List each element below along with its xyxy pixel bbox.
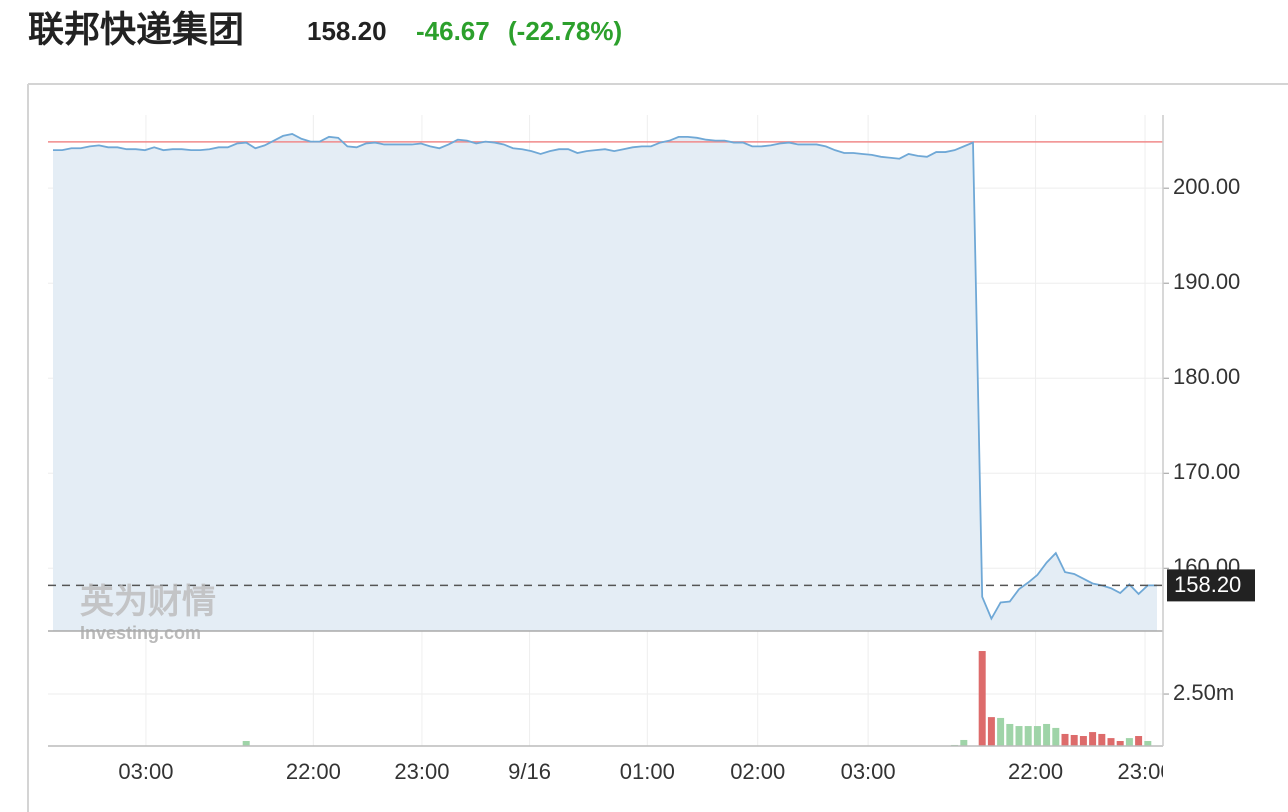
x-tick-label: 22:00 (286, 759, 341, 784)
y-tick-label: 170.00 (1173, 459, 1240, 484)
change-pct: (-22.78%) (508, 16, 622, 46)
x-tick-label: 03:00 (841, 759, 896, 784)
x-tick-label: 23:00 (394, 759, 449, 784)
volume-bar (997, 717, 1005, 746)
volume-bar (1043, 723, 1051, 746)
price-line (53, 133, 1157, 621)
volume-bar (1015, 726, 1023, 746)
volume-bar (1116, 741, 1124, 746)
y-tick-label: 200.00 (1173, 174, 1240, 199)
watermark: 英为财情 (80, 583, 216, 621)
last-price-label: 158.20 (1174, 572, 1241, 597)
volume-bar (242, 741, 250, 746)
area (53, 134, 1157, 631)
watermark: Investing.com (80, 623, 201, 643)
x-tick-label: 02:00 (730, 759, 785, 784)
volume-bar (1144, 741, 1152, 746)
volume-bar (978, 651, 986, 746)
volume-bar (1135, 736, 1143, 746)
volume-bar (1006, 723, 1014, 746)
volume-bar (1098, 733, 1106, 746)
volume-bar (987, 717, 995, 746)
volume-bar (1033, 726, 1041, 746)
volume-bar (1052, 727, 1060, 746)
last-price-box (1167, 569, 1255, 602)
volume-bar (1061, 733, 1069, 746)
price: 158.20 (307, 16, 387, 46)
x-tick-label: 22:00 (1008, 759, 1063, 784)
x-tick-label: 03:00 (118, 759, 173, 784)
x-tick-label: 9/16 (508, 759, 551, 784)
volume-bar (1107, 738, 1115, 746)
volume-bar (1089, 732, 1097, 746)
y-tick-label: 2.50m (1173, 680, 1234, 705)
change: -46.67 (416, 16, 490, 46)
volume-bar (1024, 726, 1032, 746)
x-tick-label: 01:00 (620, 759, 675, 784)
stock-name: 联邦快递集团 (28, 9, 244, 50)
volume-bar (1125, 738, 1133, 746)
y-tick-label: 190.00 (1173, 269, 1240, 294)
volume-bar (1079, 736, 1087, 746)
x-tick-label: 23:00 (1118, 759, 1173, 784)
volume-bar (960, 739, 968, 746)
volume-bar (1070, 734, 1078, 746)
y-tick-label: 180.00 (1173, 364, 1240, 389)
